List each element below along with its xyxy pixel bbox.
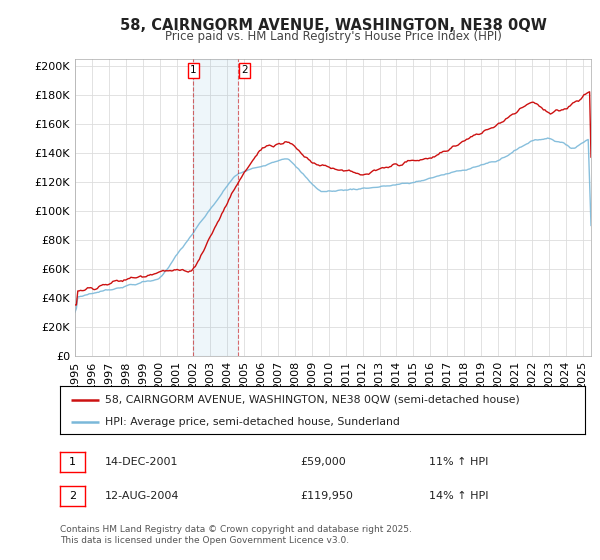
Text: Price paid vs. HM Land Registry's House Price Index (HPI): Price paid vs. HM Land Registry's House … [164, 30, 502, 43]
Text: £119,950: £119,950 [300, 491, 353, 501]
Text: 11% ↑ HPI: 11% ↑ HPI [429, 457, 488, 467]
Text: 2: 2 [69, 491, 76, 501]
Text: £59,000: £59,000 [300, 457, 346, 467]
Text: 14-DEC-2001: 14-DEC-2001 [105, 457, 179, 467]
Text: 58, CAIRNGORM AVENUE, WASHINGTON, NE38 0QW (semi-detached house): 58, CAIRNGORM AVENUE, WASHINGTON, NE38 0… [104, 395, 520, 405]
Text: 1: 1 [69, 457, 76, 467]
Text: 1: 1 [190, 66, 197, 76]
Text: 14% ↑ HPI: 14% ↑ HPI [429, 491, 488, 501]
Text: 12-AUG-2004: 12-AUG-2004 [105, 491, 179, 501]
Text: 2: 2 [241, 66, 248, 76]
Text: 58, CAIRNGORM AVENUE, WASHINGTON, NE38 0QW: 58, CAIRNGORM AVENUE, WASHINGTON, NE38 0… [119, 18, 547, 33]
Text: Contains HM Land Registry data © Crown copyright and database right 2025.
This d: Contains HM Land Registry data © Crown c… [60, 525, 412, 545]
Bar [193, 59, 238, 356]
Text: HPI: Average price, semi-detached house, Sunderland: HPI: Average price, semi-detached house,… [104, 417, 400, 427]
